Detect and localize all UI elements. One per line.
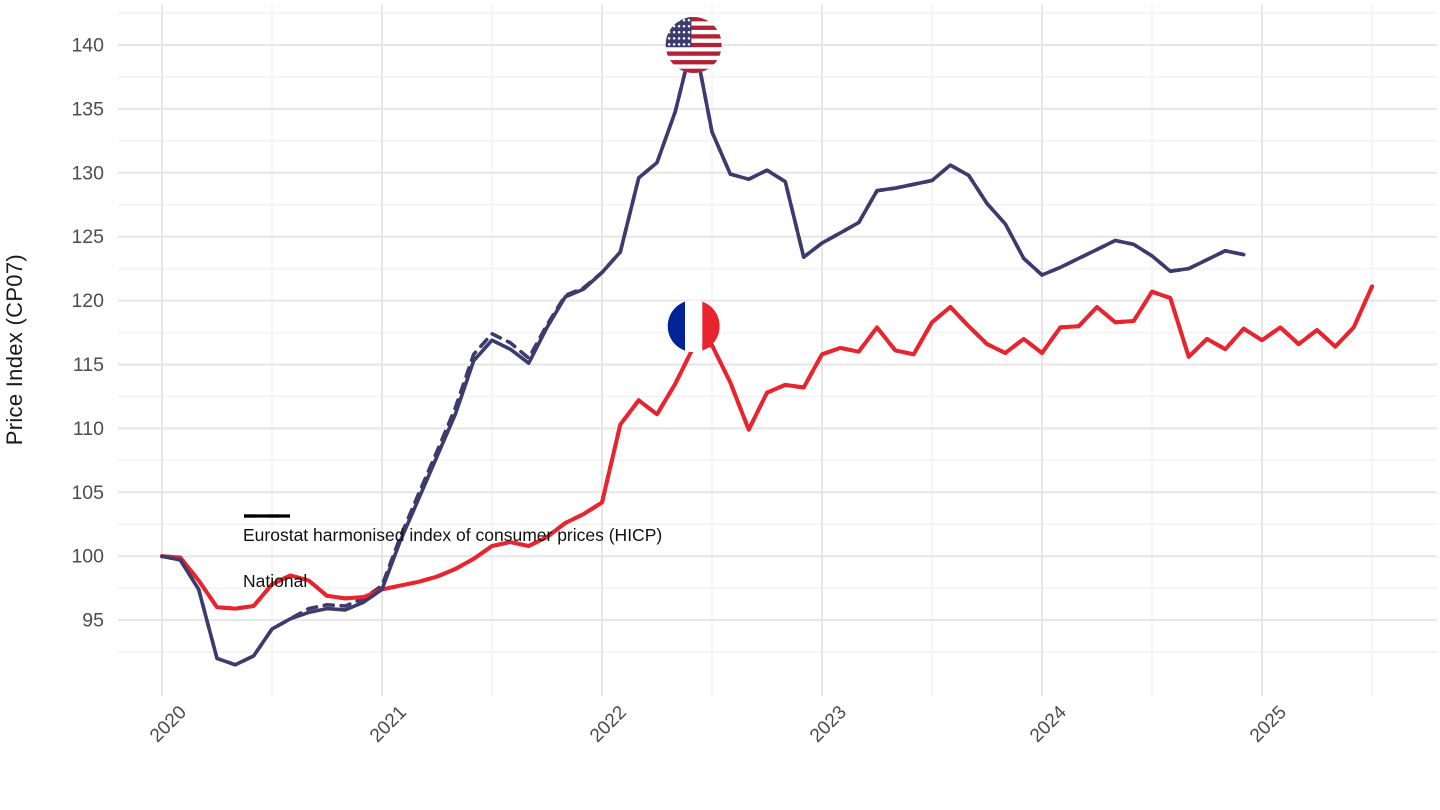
gridlines bbox=[118, 5, 1437, 696]
france-national-line bbox=[160, 284, 1374, 611]
france-flag-icon bbox=[667, 300, 720, 353]
y-tick-label-140: 140 bbox=[71, 35, 104, 57]
us-flag-icon bbox=[665, 17, 722, 73]
y-tick-label-105: 105 bbox=[71, 482, 104, 504]
y-axis-tick-labels: 95 100 105 110 115 120 125 130 135 140 bbox=[71, 35, 104, 632]
y-tick-label-125: 125 bbox=[71, 226, 104, 248]
chart-legend: Eurostat harmonised index of consumer pr… bbox=[243, 512, 662, 604]
y-tick-label-115: 115 bbox=[73, 354, 104, 376]
legend-item-hicp: Eurostat harmonised index of consumer pr… bbox=[243, 512, 662, 558]
legend-label-hicp: Eurostat harmonised index of consumer pr… bbox=[243, 524, 663, 545]
solid-line-key-icon bbox=[244, 514, 290, 518]
y-tick-label-130: 130 bbox=[71, 162, 104, 184]
united-states-national-line bbox=[160, 35, 1246, 667]
y-tick-label-110: 110 bbox=[73, 418, 104, 440]
y-tick-label-120: 120 bbox=[71, 290, 104, 312]
legend-label-national: National bbox=[243, 570, 308, 591]
legend-item-national: National bbox=[243, 514, 662, 604]
y-tick-label-100: 100 bbox=[71, 546, 104, 568]
y-tick-label-95: 95 bbox=[82, 610, 104, 632]
y-tick-label-135: 135 bbox=[71, 98, 104, 120]
